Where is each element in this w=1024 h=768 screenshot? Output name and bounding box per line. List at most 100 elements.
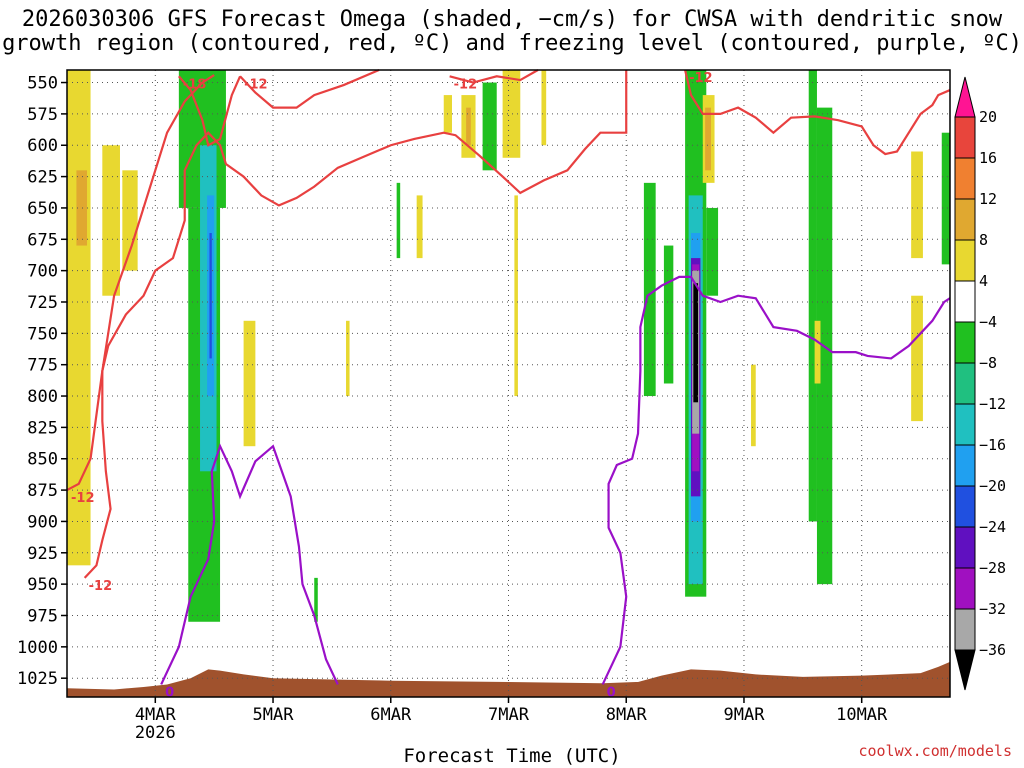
colorbar-swatch-3	[954, 239, 976, 282]
terrain-fill	[67, 661, 950, 697]
dgz-contour-line-0	[66, 74, 215, 492]
dgz-contour-line-1	[83, 70, 628, 579]
colorbar-swatch-11	[954, 567, 976, 610]
colorbar-swatch-8	[954, 444, 976, 487]
y-tick-label: 625	[27, 168, 58, 188]
y-tick-label: 650	[27, 199, 58, 219]
y-axis-ticks: 550 575 600 625 650 675 700 725 750 775 800 825 850 8…	[17, 74, 67, 689]
colorbar-swatch-9	[954, 485, 976, 528]
y-tick-label: 1025	[17, 669, 58, 689]
colorbar-swatch-4	[954, 280, 976, 323]
colorbar-tick-label: −32	[979, 600, 1006, 618]
omega-region-24	[706, 207, 719, 296]
y-tick-label: 950	[27, 575, 58, 595]
y-tick-label: 600	[27, 136, 58, 156]
colorbar-swatch-5	[954, 321, 976, 364]
colorbar-swatch-6	[954, 362, 976, 405]
colorbar-tick-label: 8	[979, 231, 988, 249]
dgz-contour-label-4: -12	[454, 77, 478, 92]
colorbar-tick-label: 20	[979, 108, 997, 126]
credit-link[interactable]: coolwx.com/models	[858, 742, 1012, 760]
colorbar-top-arrow	[954, 76, 976, 118]
colorbar-tick-label: −16	[979, 436, 1006, 454]
y-tick-label: 875	[27, 481, 58, 501]
omega-region-33	[808, 70, 817, 522]
colorbar-bottom-arrow	[954, 649, 976, 691]
chart-title-line-2: growth region (contoured, red, ºC) and f…	[2, 31, 1022, 56]
x-tick-label: 5MAR	[253, 705, 295, 725]
omega-region-1	[76, 170, 88, 246]
omega-region-18	[502, 70, 521, 158]
omega-region-10	[314, 577, 318, 622]
colorbar-tick-label: −28	[979, 559, 1006, 577]
y-tick-label: 975	[27, 606, 58, 626]
omega-region-22	[663, 245, 674, 384]
y-tick-label: 575	[27, 105, 58, 125]
omega-region-16	[466, 107, 471, 146]
omega-region-20	[541, 70, 547, 146]
omega-region-17	[482, 82, 497, 171]
chart-title: 2026030306 GFS Forecast Omega (shaded, −…	[0, 8, 1024, 56]
y-tick-label: 675	[27, 230, 58, 250]
y-tick-label: 800	[27, 387, 58, 407]
x-tick-label: 9MAR	[723, 705, 765, 725]
dgz-contour-label-0: -12	[71, 491, 95, 506]
omega-region-3	[122, 170, 138, 271]
omega-region-26	[705, 107, 712, 171]
freezing-contour-line-0	[160, 443, 339, 685]
colorbar-tick-label: −36	[979, 641, 1006, 659]
terrain-shape	[67, 661, 950, 697]
dgz-contours: -12 -12 -18 -12 -12 -12	[66, 68, 951, 594]
colorbar: 20 16 12 8 4 −4 −8 −12 −16 −20 −24 −28 −32 −36	[954, 76, 1006, 691]
x-tick-label: 7MAR	[488, 705, 530, 725]
x-tick-label: 8MAR	[606, 705, 648, 725]
colorbar-swatch-0	[954, 116, 976, 159]
dgz-contour-line-2	[178, 75, 242, 147]
dgz-contour-label-3: -12	[244, 77, 268, 92]
omega-region-11	[346, 320, 350, 397]
y-tick-label: 850	[27, 450, 58, 470]
colorbar-tick-label: 4	[979, 272, 988, 290]
x-tick-label: 4MAR	[135, 705, 177, 725]
colorbar-tick-label: −12	[979, 395, 1006, 413]
omega-region-8	[209, 233, 212, 359]
colorbar-swatch-10	[954, 526, 976, 569]
y-tick-label: 900	[27, 512, 58, 532]
omega-region-9	[243, 320, 256, 447]
colorbar-tick-label: −24	[979, 518, 1006, 536]
x-tick-label: 6MAR	[370, 705, 412, 725]
colorbar-tick-label: −20	[979, 477, 1006, 495]
omega-region-13	[416, 195, 423, 259]
y-tick-label: 1000	[17, 638, 58, 658]
dgz-contour-label-1: -12	[89, 579, 113, 594]
y-tick-label: 775	[27, 356, 58, 376]
omega-region-19	[514, 195, 518, 397]
chart-title-line-1: 2026030306 GFS Forecast Omega (shaded, −…	[21, 7, 1003, 32]
dgz-contour-line-4	[449, 69, 539, 84]
colorbar-tick-label: −4	[979, 313, 997, 331]
y-tick-label: 825	[27, 418, 58, 438]
x-tick-sublabel: 2026	[135, 723, 176, 743]
omega-region-21	[643, 182, 656, 397]
x-axis-label: Forecast Time (UTC)	[403, 745, 621, 767]
colorbar-swatch-7	[954, 403, 976, 446]
omega-region-12	[396, 182, 401, 259]
freezing-contour-line-1	[601, 275, 951, 685]
y-tick-label: 750	[27, 324, 58, 344]
omega-region-38	[911, 295, 923, 422]
dgz-contour-line-3	[239, 68, 380, 109]
omega-region-32	[693, 283, 699, 403]
colorbar-swatch-2	[954, 198, 976, 241]
y-tick-label: 700	[27, 262, 58, 282]
freezing-contour-label-0: 0	[165, 685, 174, 700]
colorbar-tick-label: 12	[979, 190, 997, 208]
dgz-contour-line-5	[684, 69, 951, 156]
y-tick-label: 550	[27, 74, 58, 94]
colorbar-tick-label: 16	[979, 149, 997, 167]
freezing-contour-label-1: 0	[607, 685, 616, 700]
colorbar-tick-label: −8	[979, 354, 997, 372]
y-tick-label: 725	[27, 293, 58, 313]
y-tick-label: 925	[27, 544, 58, 564]
